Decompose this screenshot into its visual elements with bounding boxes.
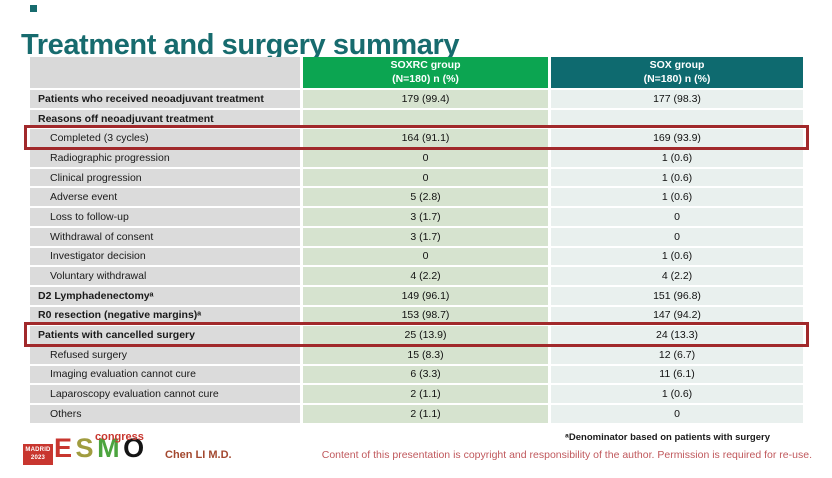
row-label: Withdrawal of consent bbox=[30, 227, 300, 246]
row-label: Others bbox=[30, 405, 300, 423]
sox-value: 151 (96.8) bbox=[551, 286, 803, 305]
table-row: Reasons off neoadjuvant treatment bbox=[30, 109, 803, 128]
table-row: Investigator decision 0 1 (0.6) bbox=[30, 247, 803, 266]
soxrc-value: 3 (1.7) bbox=[303, 208, 548, 226]
esmo-letter: O bbox=[123, 433, 144, 463]
empty-header-cell bbox=[30, 57, 300, 88]
table-row: Imaging evaluation cannot cure 6 (3.3) 1… bbox=[30, 365, 803, 384]
table-row: Radiographic progression 0 1 (0.6) bbox=[30, 149, 803, 167]
table-row: Voluntary withdrawal 4 (2.2) 4 (2.2) bbox=[30, 267, 803, 285]
esmo-letter: M bbox=[97, 433, 119, 463]
table-row: Others 2 (1.1) 0 bbox=[30, 405, 803, 423]
row-label: Radiographic progression bbox=[30, 149, 300, 167]
soxrc-group-header: SOXRC group (N=180) n (%) bbox=[303, 57, 548, 88]
soxrc-value: 0 bbox=[303, 168, 548, 187]
soxrc-group-n: (N=180) n (%) bbox=[392, 72, 459, 85]
soxrc-value: 25 (13.9) bbox=[303, 326, 548, 344]
soxrc-value: 2 (1.1) bbox=[303, 385, 548, 403]
sox-value: 1 (0.6) bbox=[551, 247, 803, 266]
sox-value: 0 bbox=[551, 208, 803, 226]
soxrc-value: 3 (1.7) bbox=[303, 227, 548, 246]
row-label: Adverse event bbox=[30, 188, 300, 207]
row-label: Voluntary withdrawal bbox=[30, 267, 300, 285]
table-row: Patients who received neoadjuvant treatm… bbox=[30, 90, 803, 108]
table-row: Laparoscopy evaluation cannot cure 2 (1.… bbox=[30, 385, 803, 403]
sox-value: 0 bbox=[551, 405, 803, 423]
presenter-name: Chen LI M.D. bbox=[165, 449, 232, 461]
congress-label: congress bbox=[95, 431, 144, 443]
logo-year: 2023 bbox=[30, 454, 46, 461]
sox-value: 4 (2.2) bbox=[551, 267, 803, 285]
table-row: Withdrawal of consent 3 (1.7) 0 bbox=[30, 227, 803, 246]
soxrc-value: 5 (2.8) bbox=[303, 188, 548, 207]
table-row-highlighted: Completed (3 cycles) 164 (91.1) 169 (93.… bbox=[24, 125, 809, 150]
denominator-footnote: ᵃDenominator based on patients with surg… bbox=[565, 432, 770, 443]
sox-group-n: (N=180) n (%) bbox=[643, 72, 711, 85]
table-row: Adverse event 5 (2.8) 1 (0.6) bbox=[30, 188, 803, 207]
table-row: D2 Lymphadenectomyᵃ 149 (96.1) 151 (96.8… bbox=[30, 286, 803, 305]
row-label: Patients who received neoadjuvant treatm… bbox=[30, 90, 300, 108]
row-label: D2 Lymphadenectomyᵃ bbox=[30, 286, 300, 305]
table-row: Loss to follow-up 3 (1.7) 0 bbox=[30, 208, 803, 226]
row-label: Clinical progression bbox=[30, 168, 300, 187]
page-title: Treatment and surgery summary bbox=[21, 29, 460, 62]
table-header-row: SOXRC group (N=180) n (%) SOX group (N=1… bbox=[30, 57, 803, 88]
soxrc-value: 149 (96.1) bbox=[303, 286, 548, 305]
row-label: Laparoscopy evaluation cannot cure bbox=[30, 385, 300, 403]
sox-value: 1 (0.6) bbox=[551, 149, 803, 167]
treatment-summary-table: SOXRC group (N=180) n (%) SOX group (N=1… bbox=[24, 57, 809, 425]
soxrc-value: 4 (2.2) bbox=[303, 267, 548, 285]
row-label: R0 resection (negative margins)ᵃ bbox=[30, 306, 300, 325]
row-label: Reasons off neoadjuvant treatment bbox=[30, 109, 300, 128]
sox-value: 1 (0.6) bbox=[551, 168, 803, 187]
sox-group-name: SOX group bbox=[649, 58, 705, 71]
esmo-congress-logo: MADRID 2023 E S M O congress bbox=[23, 431, 144, 473]
esmo-letter: E bbox=[54, 433, 72, 463]
soxrc-group-name: SOXRC group bbox=[390, 58, 461, 71]
soxrc-value: 6 (3.3) bbox=[303, 365, 548, 384]
row-label: Patients with cancelled surgery bbox=[30, 326, 300, 344]
soxrc-value bbox=[303, 109, 548, 128]
sox-value: 0 bbox=[551, 227, 803, 246]
soxrc-value: 179 (99.4) bbox=[303, 90, 548, 108]
row-label: Imaging evaluation cannot cure bbox=[30, 365, 300, 384]
table-row: Clinical progression 0 1 (0.6) bbox=[30, 168, 803, 187]
title-accent-square bbox=[30, 5, 37, 12]
madrid-2023-badge: MADRID 2023 bbox=[23, 444, 53, 465]
row-label: Loss to follow-up bbox=[30, 208, 300, 226]
table-row: Refused surgery 15 (8.3) 12 (6.7) bbox=[30, 345, 803, 364]
esmo-letter: S bbox=[75, 433, 94, 463]
row-label: Investigator decision bbox=[30, 247, 300, 266]
sox-value: 24 (13.3) bbox=[551, 326, 803, 344]
soxrc-value: 0 bbox=[303, 247, 548, 266]
sox-value: 12 (6.7) bbox=[551, 345, 803, 364]
soxrc-value: 15 (8.3) bbox=[303, 345, 548, 364]
soxrc-value: 153 (98.7) bbox=[303, 306, 548, 325]
esmo-wordmark: E S M O bbox=[54, 433, 144, 463]
sox-value: 169 (93.9) bbox=[551, 129, 803, 148]
sox-value: 177 (98.3) bbox=[551, 90, 803, 108]
table-row-highlighted: Patients with cancelled surgery 25 (13.9… bbox=[24, 322, 809, 347]
soxrc-value: 2 (1.1) bbox=[303, 405, 548, 423]
sox-value: 147 (94.2) bbox=[551, 306, 803, 325]
logo-city: MADRID bbox=[25, 447, 51, 454]
sox-value bbox=[551, 109, 803, 128]
sox-value: 11 (6.1) bbox=[551, 365, 803, 384]
copyright-notice: Content of this presentation is copyrigh… bbox=[321, 449, 812, 461]
sox-group-header: SOX group (N=180) n (%) bbox=[551, 57, 803, 88]
sox-value: 1 (0.6) bbox=[551, 188, 803, 207]
table-row: R0 resection (negative margins)ᵃ 153 (98… bbox=[30, 306, 803, 325]
soxrc-value: 164 (91.1) bbox=[303, 129, 548, 148]
row-label: Refused surgery bbox=[30, 345, 300, 364]
sox-value: 1 (0.6) bbox=[551, 385, 803, 403]
slide-footer: MADRID 2023 E S M O congress Chen LI M.D… bbox=[0, 428, 832, 478]
soxrc-value: 0 bbox=[303, 149, 548, 167]
row-label: Completed (3 cycles) bbox=[30, 129, 300, 148]
